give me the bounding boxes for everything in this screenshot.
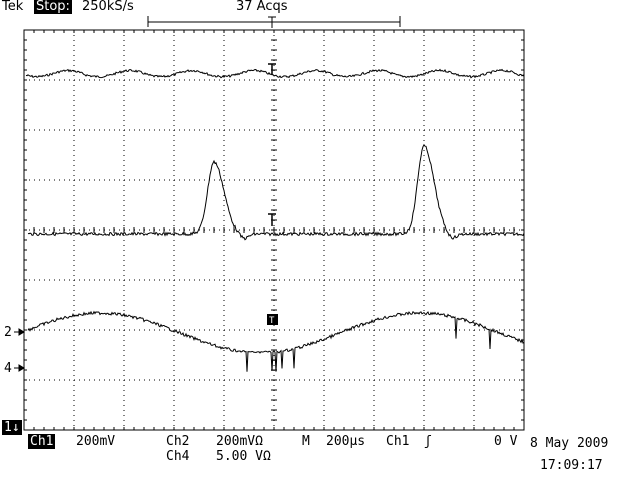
graticule-grid bbox=[23, 29, 525, 431]
waveform-traces bbox=[25, 68, 525, 372]
timebase-label: M bbox=[302, 434, 310, 449]
ch4-scale: 5.00 VΩ bbox=[216, 449, 271, 464]
date-readout: 8 May 2009 bbox=[530, 436, 609, 451]
trigger-source: Ch1 bbox=[386, 434, 410, 449]
acquisition-bracket bbox=[147, 16, 401, 28]
channel-level-arrows bbox=[14, 328, 25, 372]
time-readout: 17:09:17 bbox=[540, 458, 603, 473]
ch2-trace bbox=[27, 143, 525, 241]
ch1-ground-marker: 1↓ bbox=[2, 420, 22, 435]
ch4-trace bbox=[27, 310, 525, 372]
ch1-scale: 200mV bbox=[76, 434, 116, 449]
brand-label: Tek bbox=[2, 0, 24, 14]
trigger-level: 0 V bbox=[494, 434, 518, 449]
ch1-trace bbox=[25, 68, 525, 79]
ch4-marker: 4 bbox=[4, 361, 12, 376]
timebase-value: 200µs bbox=[326, 434, 366, 449]
ch4-label: Ch4 bbox=[166, 449, 190, 464]
ch2-marker: 2 bbox=[4, 325, 12, 340]
ch1-label: Ch1 bbox=[28, 434, 56, 449]
acquisition-count: 37 Acqs bbox=[236, 0, 288, 14]
down-arrow-icon: ↓ bbox=[11, 420, 20, 435]
sample-rate: 250kS/s bbox=[82, 0, 134, 14]
ch2-scale: 200mVΩ bbox=[216, 434, 263, 449]
trigger-slope-icon: ʃ bbox=[424, 434, 432, 449]
trigger-level-box bbox=[267, 314, 278, 325]
trigger-position-marker bbox=[268, 63, 276, 226]
ch2-label: Ch2 bbox=[166, 434, 190, 449]
ch1-marker-label: 1 bbox=[4, 420, 12, 435]
run-state-badge: Stop: bbox=[34, 0, 72, 14]
trigger-level-t: T bbox=[269, 316, 275, 326]
